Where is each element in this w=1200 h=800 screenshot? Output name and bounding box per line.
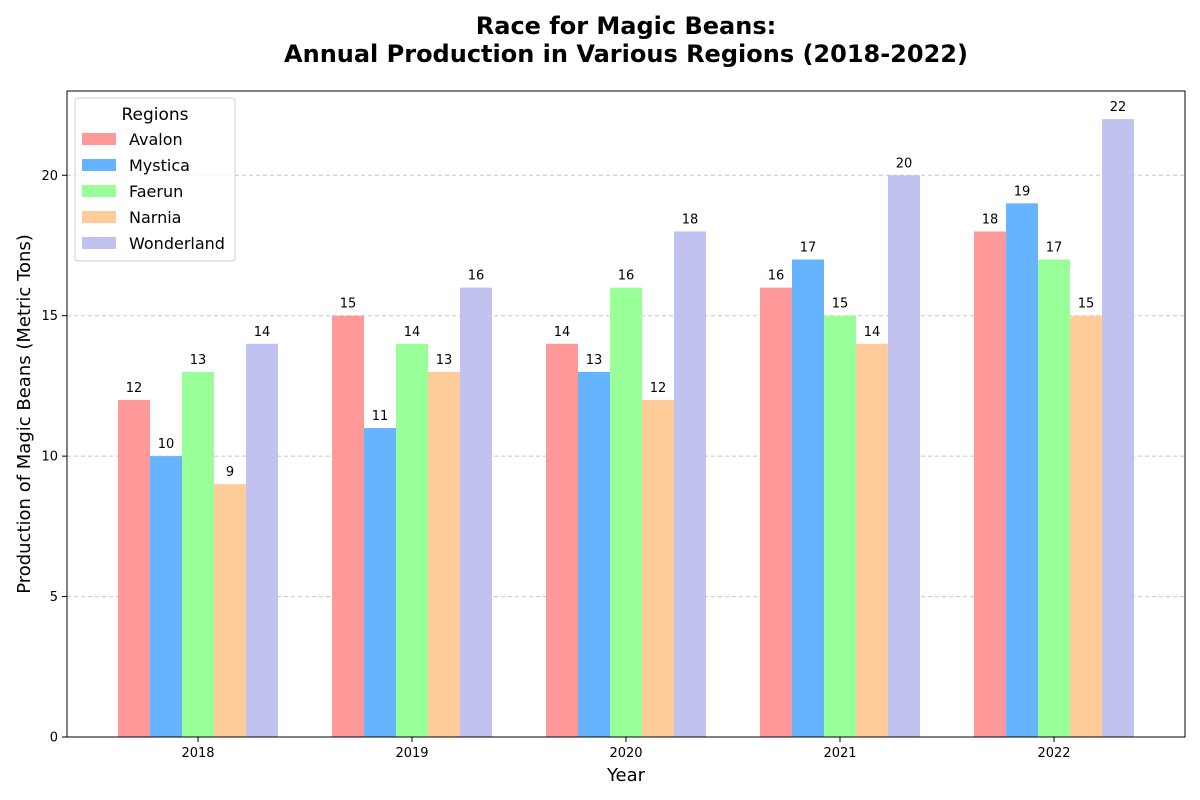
bar-value-label: 13: [190, 353, 207, 368]
bar-narnia-2019: [428, 371, 460, 737]
bar-value-label: 18: [982, 212, 999, 227]
legend-swatch-avalon: [82, 133, 116, 145]
bar-value-label: 9: [226, 465, 234, 480]
bar-wonderland-2022: [1102, 119, 1134, 737]
legend-swatch-mystica: [82, 159, 116, 171]
bar-avalon-2022: [974, 231, 1006, 737]
legend-label-avalon: Avalon: [129, 130, 183, 149]
bar-mystica-2018: [150, 456, 182, 737]
bar-narnia-2022: [1070, 315, 1102, 737]
bar-narnia-2020: [642, 399, 674, 737]
bar-avalon-2019: [332, 315, 364, 737]
bar-mystica-2022: [1006, 203, 1038, 737]
bar-avalon-2018: [118, 399, 150, 737]
bar-value-label: 16: [618, 269, 635, 284]
bar-value-label: 16: [768, 269, 785, 284]
bar-value-labels: 12 10 13 9 14 15 11 14 13 16 14 13 16 12 18 16 17 15 14 20 1…: [126, 100, 1127, 480]
bar-avalon-2020: [546, 343, 578, 737]
bar-mystica-2019: [364, 428, 396, 737]
bar-narnia-2021: [856, 343, 888, 737]
legend-label-narnia: Narnia: [129, 208, 181, 227]
x-tick-label: 2018: [181, 746, 214, 761]
x-axis-ticks: 2018 2019 2020 2021 2022: [181, 737, 1071, 761]
bar-value-label: 13: [586, 353, 603, 368]
bar-value-label: 10: [158, 437, 175, 452]
bar-narnia-2018: [214, 484, 246, 737]
legend-title: Regions: [121, 105, 188, 125]
bar-wonderland-2021: [888, 175, 920, 737]
x-tick-label: 2022: [1037, 746, 1070, 761]
x-axis-label: Year: [606, 765, 646, 786]
bar-value-label: 17: [1046, 241, 1063, 256]
bar-value-label: 12: [650, 381, 667, 396]
legend: Regions Avalon Mystica Faerun Narnia Wonderl…: [74, 97, 236, 262]
bar-value-label: 14: [254, 325, 271, 340]
legend-swatch-narnia: [82, 211, 116, 223]
bar-value-label: 16: [468, 269, 485, 284]
bar-value-label: 12: [126, 381, 143, 396]
legend-swatch-wonderland: [82, 237, 116, 249]
bar-avalon-2021: [760, 287, 792, 737]
bar-value-label: 14: [864, 325, 881, 340]
y-axis-label: Production of Magic Beans (Metric Tons): [14, 234, 35, 594]
bar-wonderland-2019: [460, 287, 492, 737]
bar-value-label: 18: [682, 212, 699, 227]
bar-value-label: 15: [832, 297, 849, 312]
bar-value-label: 14: [404, 325, 421, 340]
x-tick-label: 2019: [395, 746, 428, 761]
bar-value-label: 19: [1014, 184, 1031, 199]
bar-wonderland-2018: [246, 343, 278, 737]
y-tick-label: 0: [50, 731, 58, 746]
bar-mystica-2020: [578, 371, 610, 737]
legend-swatch-faerun: [82, 185, 116, 197]
y-axis-ticks: 0 5 10 15 20: [41, 169, 67, 746]
chart-title: Race for Magic Beans:: [476, 12, 776, 40]
legend-label-mystica: Mystica: [129, 156, 190, 175]
legend-label-wonderland: Wonderland: [129, 234, 225, 253]
bar-value-label: 15: [1078, 297, 1095, 312]
bar-value-label: 22: [1110, 100, 1127, 115]
bar-value-label: 20: [896, 156, 913, 171]
legend-label-faerun: Faerun: [129, 182, 183, 201]
bar-faerun-2021: [824, 315, 856, 737]
bars: [118, 119, 1134, 737]
bar-faerun-2020: [610, 287, 642, 737]
bar-value-label: 14: [554, 325, 571, 340]
bar-value-label: 15: [340, 297, 357, 312]
bar-value-label: 17: [800, 241, 817, 256]
bar-faerun-2019: [396, 343, 428, 737]
y-tick-label: 5: [50, 590, 58, 605]
x-tick-label: 2020: [609, 746, 642, 761]
bar-value-label: 11: [372, 409, 389, 424]
y-tick-label: 10: [41, 450, 58, 465]
chart-subtitle: Annual Production in Various Regions (20…: [284, 40, 968, 68]
y-tick-label: 20: [41, 169, 58, 184]
bar-mystica-2021: [792, 259, 824, 737]
x-tick-label: 2021: [823, 746, 856, 761]
bar-wonderland-2020: [674, 231, 706, 737]
bar-faerun-2018: [182, 371, 214, 737]
bar-value-label: 13: [436, 353, 453, 368]
y-tick-label: 15: [41, 309, 58, 324]
bar-faerun-2022: [1038, 259, 1070, 737]
